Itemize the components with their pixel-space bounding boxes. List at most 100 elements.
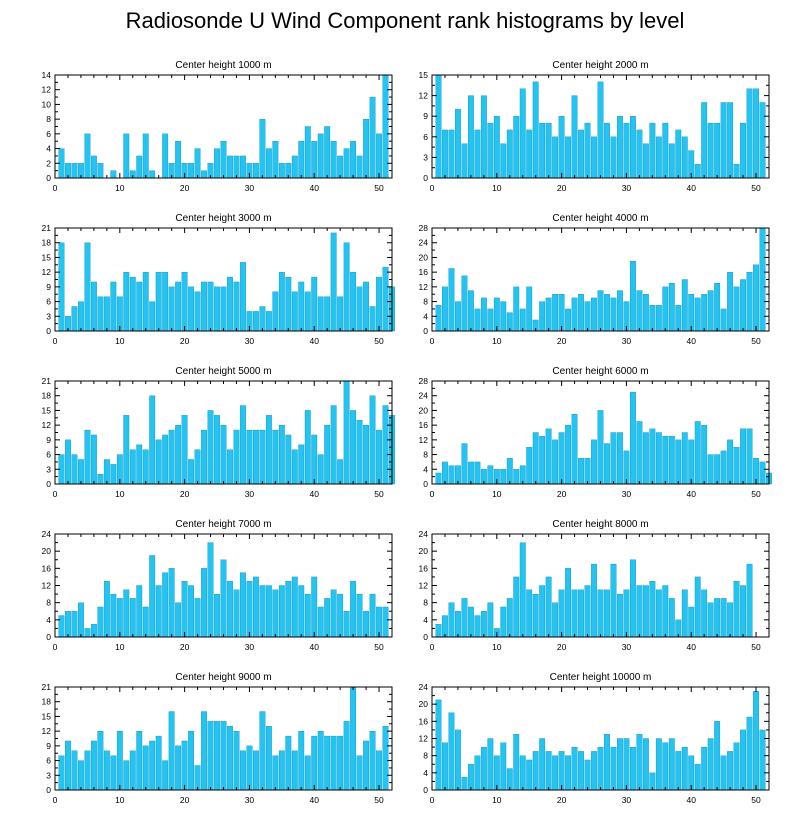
bar xyxy=(71,306,78,332)
bar xyxy=(513,734,520,791)
bar xyxy=(655,432,662,485)
bar xyxy=(759,461,766,485)
bar xyxy=(220,286,227,332)
bar xyxy=(84,429,91,485)
y-tick-label: 6 xyxy=(46,297,51,307)
bar xyxy=(272,141,279,179)
bar xyxy=(727,102,734,179)
bar xyxy=(630,116,636,179)
bar xyxy=(448,602,455,638)
bar xyxy=(448,465,455,485)
y-tick-label: 8 xyxy=(423,751,428,761)
bar xyxy=(382,606,389,638)
y-tick-label: 16 xyxy=(42,563,52,573)
bar xyxy=(668,436,675,485)
bar xyxy=(142,745,149,791)
y-tick-label: 15 xyxy=(42,252,52,262)
bar xyxy=(694,297,701,332)
bar xyxy=(597,290,604,332)
bar xyxy=(116,598,123,638)
bar xyxy=(714,283,721,332)
bar xyxy=(71,163,78,179)
x-tick-label: 0 xyxy=(53,183,58,193)
bar xyxy=(455,109,461,179)
y-tick-label: 0 xyxy=(46,632,51,642)
x-tick-label: 0 xyxy=(53,336,58,346)
bar xyxy=(733,581,740,638)
bar xyxy=(720,308,727,332)
x-tick-label: 0 xyxy=(430,489,435,499)
bar xyxy=(259,118,266,179)
bar xyxy=(571,589,578,638)
bar xyxy=(311,141,318,179)
bar xyxy=(707,454,714,485)
x-tick-label: 30 xyxy=(245,642,255,652)
bar xyxy=(129,598,136,638)
bar xyxy=(90,740,97,791)
bar xyxy=(285,276,292,332)
y-tick-label: 28 xyxy=(419,223,429,233)
x-tick-label: 10 xyxy=(492,183,502,193)
bar xyxy=(356,420,363,485)
bar xyxy=(298,281,305,332)
bar xyxy=(181,415,188,485)
bar xyxy=(162,572,169,638)
bar xyxy=(350,141,357,179)
bar xyxy=(740,279,746,332)
bar xyxy=(519,308,526,332)
y-tick-label: 8 xyxy=(46,598,51,608)
y-tick-label: 0 xyxy=(46,479,51,489)
x-tick-label: 0 xyxy=(430,183,435,193)
x-tick-label: 20 xyxy=(557,795,567,805)
bar xyxy=(317,606,324,638)
bar xyxy=(194,148,201,179)
bar xyxy=(116,730,123,791)
y-tick-label: 6 xyxy=(46,450,51,460)
y-tick-label: 9 xyxy=(46,435,51,445)
y-tick-label: 12 xyxy=(42,85,52,95)
bar xyxy=(84,242,91,332)
bar xyxy=(298,730,305,791)
bar xyxy=(214,148,220,179)
bar xyxy=(175,281,182,332)
bar xyxy=(201,170,207,179)
y-tick-label: 0 xyxy=(423,479,428,489)
bar xyxy=(649,428,656,485)
y-tick-label: 0 xyxy=(46,173,51,183)
bar xyxy=(369,395,376,485)
bar xyxy=(474,615,481,638)
y-tick-label: 2 xyxy=(46,158,51,168)
bar xyxy=(480,611,487,638)
bar xyxy=(727,439,734,485)
bar xyxy=(376,750,382,791)
bar xyxy=(442,615,448,638)
bar xyxy=(103,459,110,485)
y-tick-label: 20 xyxy=(419,405,429,415)
chart-panel-2: Center height 2000 m 0 3 6 9 12 15 0 10 20 30 40 50 xyxy=(419,60,770,193)
bar xyxy=(701,746,708,791)
bar xyxy=(356,286,363,332)
bar xyxy=(363,740,369,791)
bar xyxy=(448,129,455,179)
y-tick-label: 4 xyxy=(46,144,51,154)
x-tick-label: 30 xyxy=(622,183,632,193)
x-tick-label: 30 xyxy=(622,642,632,652)
y-tick-label: 12 xyxy=(419,282,429,292)
bar xyxy=(214,721,220,791)
bar xyxy=(487,122,494,179)
y-tick-label: 12 xyxy=(419,91,429,101)
y-tick-label: 12 xyxy=(42,420,52,430)
bar xyxy=(317,730,324,791)
bar xyxy=(291,291,298,332)
y-tick-label: 20 xyxy=(419,252,429,262)
x-tick-label: 10 xyxy=(492,336,502,346)
bar xyxy=(110,464,117,485)
bar xyxy=(317,296,324,332)
bar xyxy=(194,291,201,332)
bar xyxy=(487,738,494,791)
bar xyxy=(642,432,649,485)
bar xyxy=(103,296,110,332)
bar xyxy=(84,628,91,638)
y-tick-label: 21 xyxy=(42,376,52,386)
